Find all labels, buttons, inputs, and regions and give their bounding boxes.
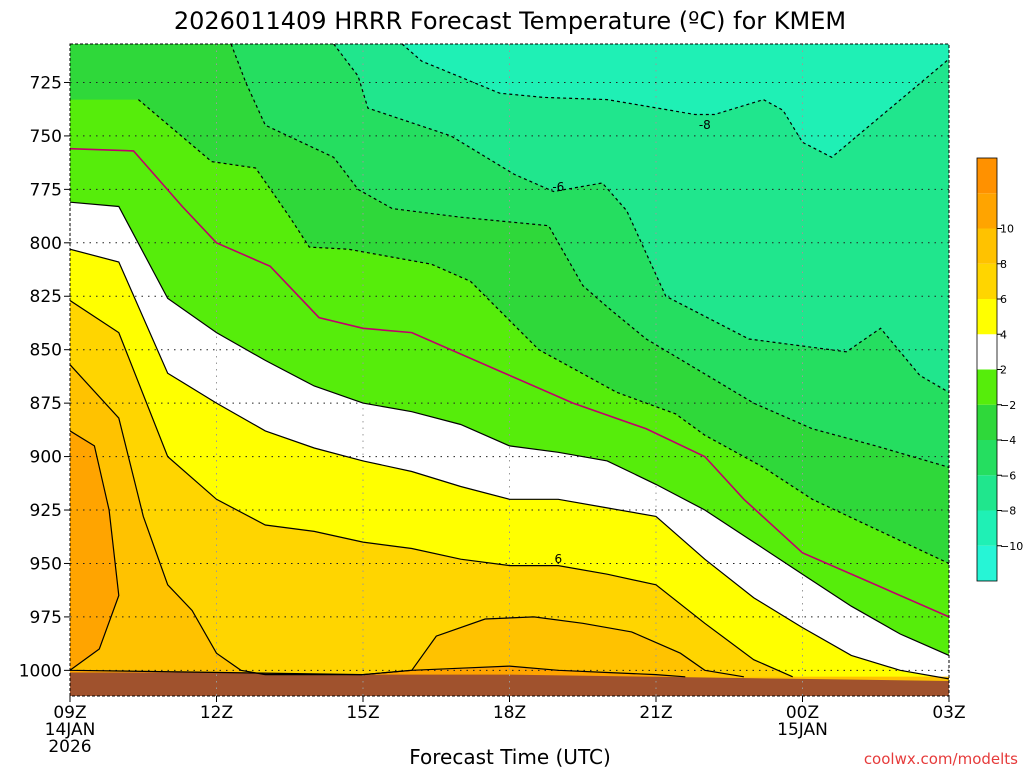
colorbar-segment <box>977 193 997 229</box>
colorbar-label: 6 <box>1000 293 1007 306</box>
colorbar-label: 2 <box>1000 364 1007 377</box>
contour-label-text: -6 <box>552 180 564 194</box>
y-tick-label: 925 <box>30 501 62 521</box>
colorbar-segment <box>977 369 997 405</box>
temperature-fill: -8 -6 6 <box>70 44 949 696</box>
x-tick-label: 21Z <box>639 703 672 723</box>
y-tick-label: 875 <box>30 394 62 414</box>
colorbar-segment <box>977 404 997 440</box>
x-tick-label: 15JAN <box>777 720 828 740</box>
y-tick-label: 725 <box>30 73 62 93</box>
y-tick-label: 750 <box>30 127 62 147</box>
colorbar-label: 8 <box>1000 258 1007 271</box>
x-axis-label: Forecast Time (UTC) <box>409 745 611 768</box>
isotherm--4 <box>230 44 949 468</box>
isotherm--8 <box>401 44 949 159</box>
colorbar-segment <box>977 475 997 511</box>
contour-label: 6 <box>555 552 563 566</box>
watermark: coolwx.com/modelts <box>864 750 1018 768</box>
y-tick-label: 950 <box>30 554 62 574</box>
isotherm-6 <box>70 299 793 678</box>
colorbar-label: −6 <box>1000 469 1016 482</box>
colorbar-label: −2 <box>1000 399 1016 412</box>
ground <box>70 672 949 696</box>
x-tick-label: 03Z <box>932 703 965 723</box>
colorbar-segment <box>977 440 997 476</box>
y-tick-label: 775 <box>30 180 62 200</box>
isotherm-10 <box>70 430 686 678</box>
contour-label: -8 <box>699 118 711 132</box>
colorbar: −10 −8 −6 −4 −2 2 4 6 8 10 <box>976 157 1023 582</box>
colorbar-label: 4 <box>1000 328 1007 341</box>
isotherm-4 <box>70 248 949 680</box>
y-tick-label: 850 <box>30 341 62 361</box>
y-tick-label: 900 <box>30 448 62 468</box>
y-tick-label: 975 <box>30 608 62 628</box>
x-tick-label: 2026 <box>48 737 91 757</box>
x-tick-label: 15Z <box>346 703 379 723</box>
x-tick-label: 09Z <box>53 703 86 723</box>
contour-label-text: 6 <box>555 552 563 566</box>
grid <box>70 44 949 696</box>
isotherm--2 <box>138 99 949 565</box>
x-tick-label: 14JAN <box>45 720 96 740</box>
contour-label: -6 <box>552 180 564 194</box>
plot-area: -8 -6 6 <box>70 44 949 696</box>
colorbar-segment <box>977 334 997 370</box>
colorbar-label: −8 <box>1000 505 1016 518</box>
y-tick-label: 800 <box>30 234 62 254</box>
x-tick-label: 00Z <box>786 703 819 723</box>
colorbar-segment <box>977 510 997 546</box>
band-above-6 <box>70 300 949 696</box>
chart-title: 2026011409 HRRR Forecast Temperature (ºC… <box>174 7 846 35</box>
y-tick-label: 825 <box>30 287 62 307</box>
colorbar-segment <box>977 228 997 264</box>
colorbar-segment <box>977 158 997 194</box>
colorbar-label: −4 <box>1000 434 1016 447</box>
isotherm-0 <box>70 147 949 618</box>
colorbar-segment <box>977 263 997 299</box>
colorbar-segment <box>977 299 997 335</box>
contour-label-text: -8 <box>699 118 711 132</box>
isotherm--6 <box>333 44 949 393</box>
colorbar-segment <box>977 545 997 581</box>
axes: 725 750 775 800 825 850 875 900 925 950 975 1000 09Z… <box>19 43 966 757</box>
isotherm-2 <box>70 201 949 656</box>
x-tick-label: 18Z <box>493 703 526 723</box>
y-tick-label: 1000 <box>19 661 62 681</box>
colorbar-label: −10 <box>1000 540 1023 553</box>
colorbar-label: 10 <box>1000 223 1014 236</box>
x-tick-label: 12Z <box>200 703 233 723</box>
